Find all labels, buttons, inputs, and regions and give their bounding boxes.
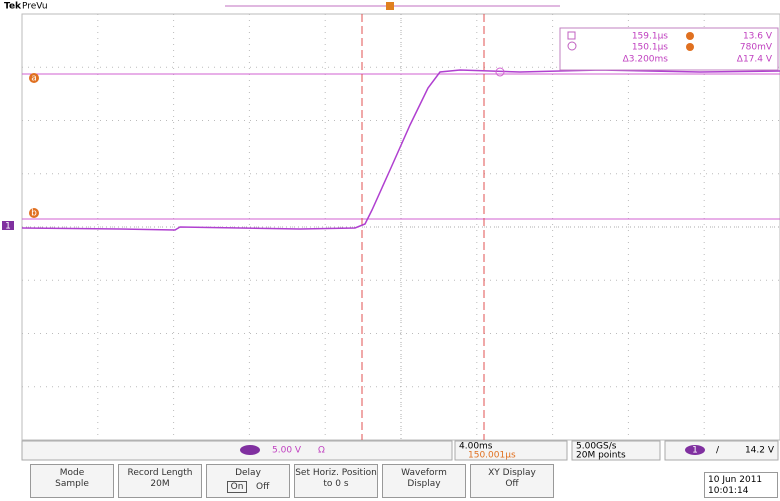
acq-mode: PreVu xyxy=(22,2,48,12)
delay-button[interactable]: Delay On Off xyxy=(206,464,290,498)
ch-scale: 5.00 V xyxy=(272,446,302,456)
label: Mode xyxy=(31,468,113,479)
label: XY Display xyxy=(471,468,553,479)
coupling: Ω xyxy=(318,446,325,456)
a-volt: 13.6 V xyxy=(743,32,773,42)
cursor-b-label: b xyxy=(31,209,37,219)
brand: Tek xyxy=(4,2,22,12)
scope-display: Tek PreVu 1 a b 159.1µs 150.1µs Δ3.200ms… xyxy=(0,0,780,462)
trigger-pos xyxy=(386,2,394,10)
ch1-label: 1 xyxy=(5,222,11,232)
label: Delay xyxy=(207,468,289,479)
label: Set Horiz. Position xyxy=(295,468,377,479)
cursor-a-label: a xyxy=(31,74,37,84)
delta-volt: Δ17.4 V xyxy=(737,55,773,65)
toggle: On Off xyxy=(207,482,289,493)
label: Record Length xyxy=(119,468,201,479)
delta-time: Δ3.200ms xyxy=(623,55,669,65)
ch-status xyxy=(22,441,452,460)
value: Off xyxy=(471,479,553,490)
ch-icon xyxy=(240,445,260,455)
icon-a xyxy=(686,32,694,40)
value: Display xyxy=(383,479,465,490)
value: Sample xyxy=(31,479,113,490)
b-volt: 780mV xyxy=(740,43,773,53)
icon-b xyxy=(686,43,694,51)
position: 150.001µs xyxy=(468,451,516,461)
off: Off xyxy=(256,482,269,492)
trig-level: 14.2 V xyxy=(745,446,775,456)
value: to 0 s xyxy=(295,479,377,490)
time: 10:01:14 xyxy=(708,486,777,497)
on: On xyxy=(227,481,248,493)
label: Waveform xyxy=(383,468,465,479)
page: Tek PreVu 1 a b 159.1µs 150.1µs Δ3.200ms… xyxy=(0,0,780,501)
b-time: 150.1µs xyxy=(632,43,668,53)
record: 20M points xyxy=(576,451,626,461)
value: 20M xyxy=(119,479,201,490)
a-time: 159.1µs xyxy=(632,32,668,42)
trig-channel: 1 xyxy=(692,446,698,456)
date: 10 Jun 2011 xyxy=(708,475,777,486)
